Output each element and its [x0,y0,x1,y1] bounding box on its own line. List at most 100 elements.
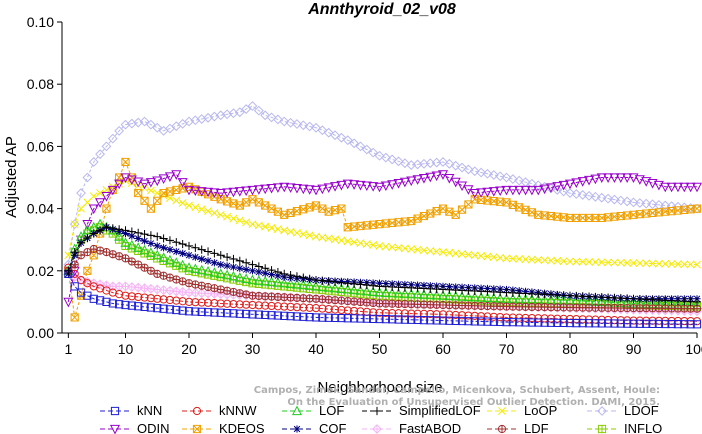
data-point-odin [666,182,677,193]
data-point-kdeos [102,204,111,213]
data-point-lof [120,237,131,247]
data-point-odin [145,178,156,188]
data-point-knnw [280,302,289,311]
data-point-knnw [197,298,206,307]
data-point-loop [356,239,365,248]
data-point-knn [121,300,130,310]
legend: kNN kNNW LOF SimplifiedLOF LoOP LDOF ODIN KDEOS… [100,403,662,434]
data-point-ldof [482,168,493,179]
data-point-knnw [165,295,175,305]
data-point-ldof [82,172,93,183]
data-point-odin [361,181,372,192]
data-point-odin [95,198,106,208]
data-point-ldof [361,144,372,155]
data-point-knn [102,297,111,306]
data-point-loop [585,257,594,266]
data-point-knnw [527,313,537,323]
data-point-ldof [514,175,525,186]
data-point-knnw [413,309,422,318]
data-point-lof [304,280,315,290]
data-point-knnw [115,290,124,299]
data-point-odin [514,185,525,196]
data-point-odin [272,183,283,193]
data-point-cof [204,257,212,265]
data-point-knnw [203,298,213,307]
legend-marker-ldof [597,406,607,416]
data-point-odin [558,180,569,191]
legend-label-cof: COF [319,421,347,434]
data-point-cof [153,242,161,250]
data-point-knnw [324,304,333,314]
x-tick-label: 40 [308,341,324,357]
data-point-loop [223,212,232,221]
data-point-loop [693,260,701,269]
data-point-kdeos [146,204,155,213]
data-point-knnw [381,308,390,318]
y-axis-title: Adjusted AP [3,136,20,218]
data-point-knnw [159,295,168,304]
data-point-knnw [457,311,467,320]
data-point-knnw [76,276,86,285]
data-point-ldof [88,157,99,167]
data-point-simplifiedlof [83,234,92,243]
data-point-knnw [261,301,270,310]
data-point-loop [254,221,263,230]
data-point-simplifiedlof [165,236,175,245]
data-point-knnw [451,310,460,320]
data-point-ldof [266,112,277,123]
data-point-loop [661,259,670,268]
data-point-ldof [596,192,607,203]
data-point-lof [285,278,296,288]
data-point-lof [387,287,398,298]
data-point-simplifiedlof [216,251,225,260]
data-point-ldf [235,289,244,298]
data-point-ldof [152,122,163,133]
data-point-lof [317,281,328,292]
data-point-kdeos [83,266,92,275]
data-point-odin [209,188,220,198]
x-axis-title: Neighborhood size [317,379,442,396]
legend-item-lof: LOF [282,403,344,418]
data-point-cof [172,247,180,256]
data-point-odin [507,185,518,196]
data-point-odin [158,174,169,185]
data-point-odin [228,187,239,198]
data-point-odin [183,185,195,196]
data-point-ldof [234,107,245,118]
data-point-lof [222,269,233,280]
data-point-loop [70,220,79,229]
data-point-kdeos [153,196,162,205]
data-point-cof [242,265,250,274]
data-point-knnw [464,311,473,320]
data-point-knn [115,300,124,309]
data-point-odin [539,184,550,195]
data-point-knnw [223,299,232,308]
data-point-knnw [546,314,556,323]
data-point-odin [387,180,398,190]
data-point-odin [164,172,175,182]
data-point-loop [654,259,663,268]
data-point-simplifiedlof [178,239,187,249]
data-point-cof [166,246,174,254]
data-point-odin [247,185,258,196]
data-point-knnw [178,297,187,306]
series-odin [63,170,702,308]
data-point-loop [375,241,384,250]
data-point-simplifiedlof [280,269,289,279]
data-point-simplifiedlof [121,226,130,235]
data-point-ldof [107,133,118,144]
data-point-odin [622,173,633,183]
data-point-loop [445,248,454,257]
data-point-simplifiedlof [153,232,162,241]
data-point-cof [261,269,269,277]
data-point-odin [469,188,480,199]
legend-marker-knnw [192,406,202,416]
data-point-knnw [153,294,162,303]
data-point-odin [564,179,576,190]
data-point-ldof [552,185,563,195]
data-point-ldof [558,186,569,197]
data-point-odin [418,174,429,184]
data-point-knnw [299,303,308,312]
data-point-ldof [647,199,658,210]
data-point-odin [336,180,347,191]
